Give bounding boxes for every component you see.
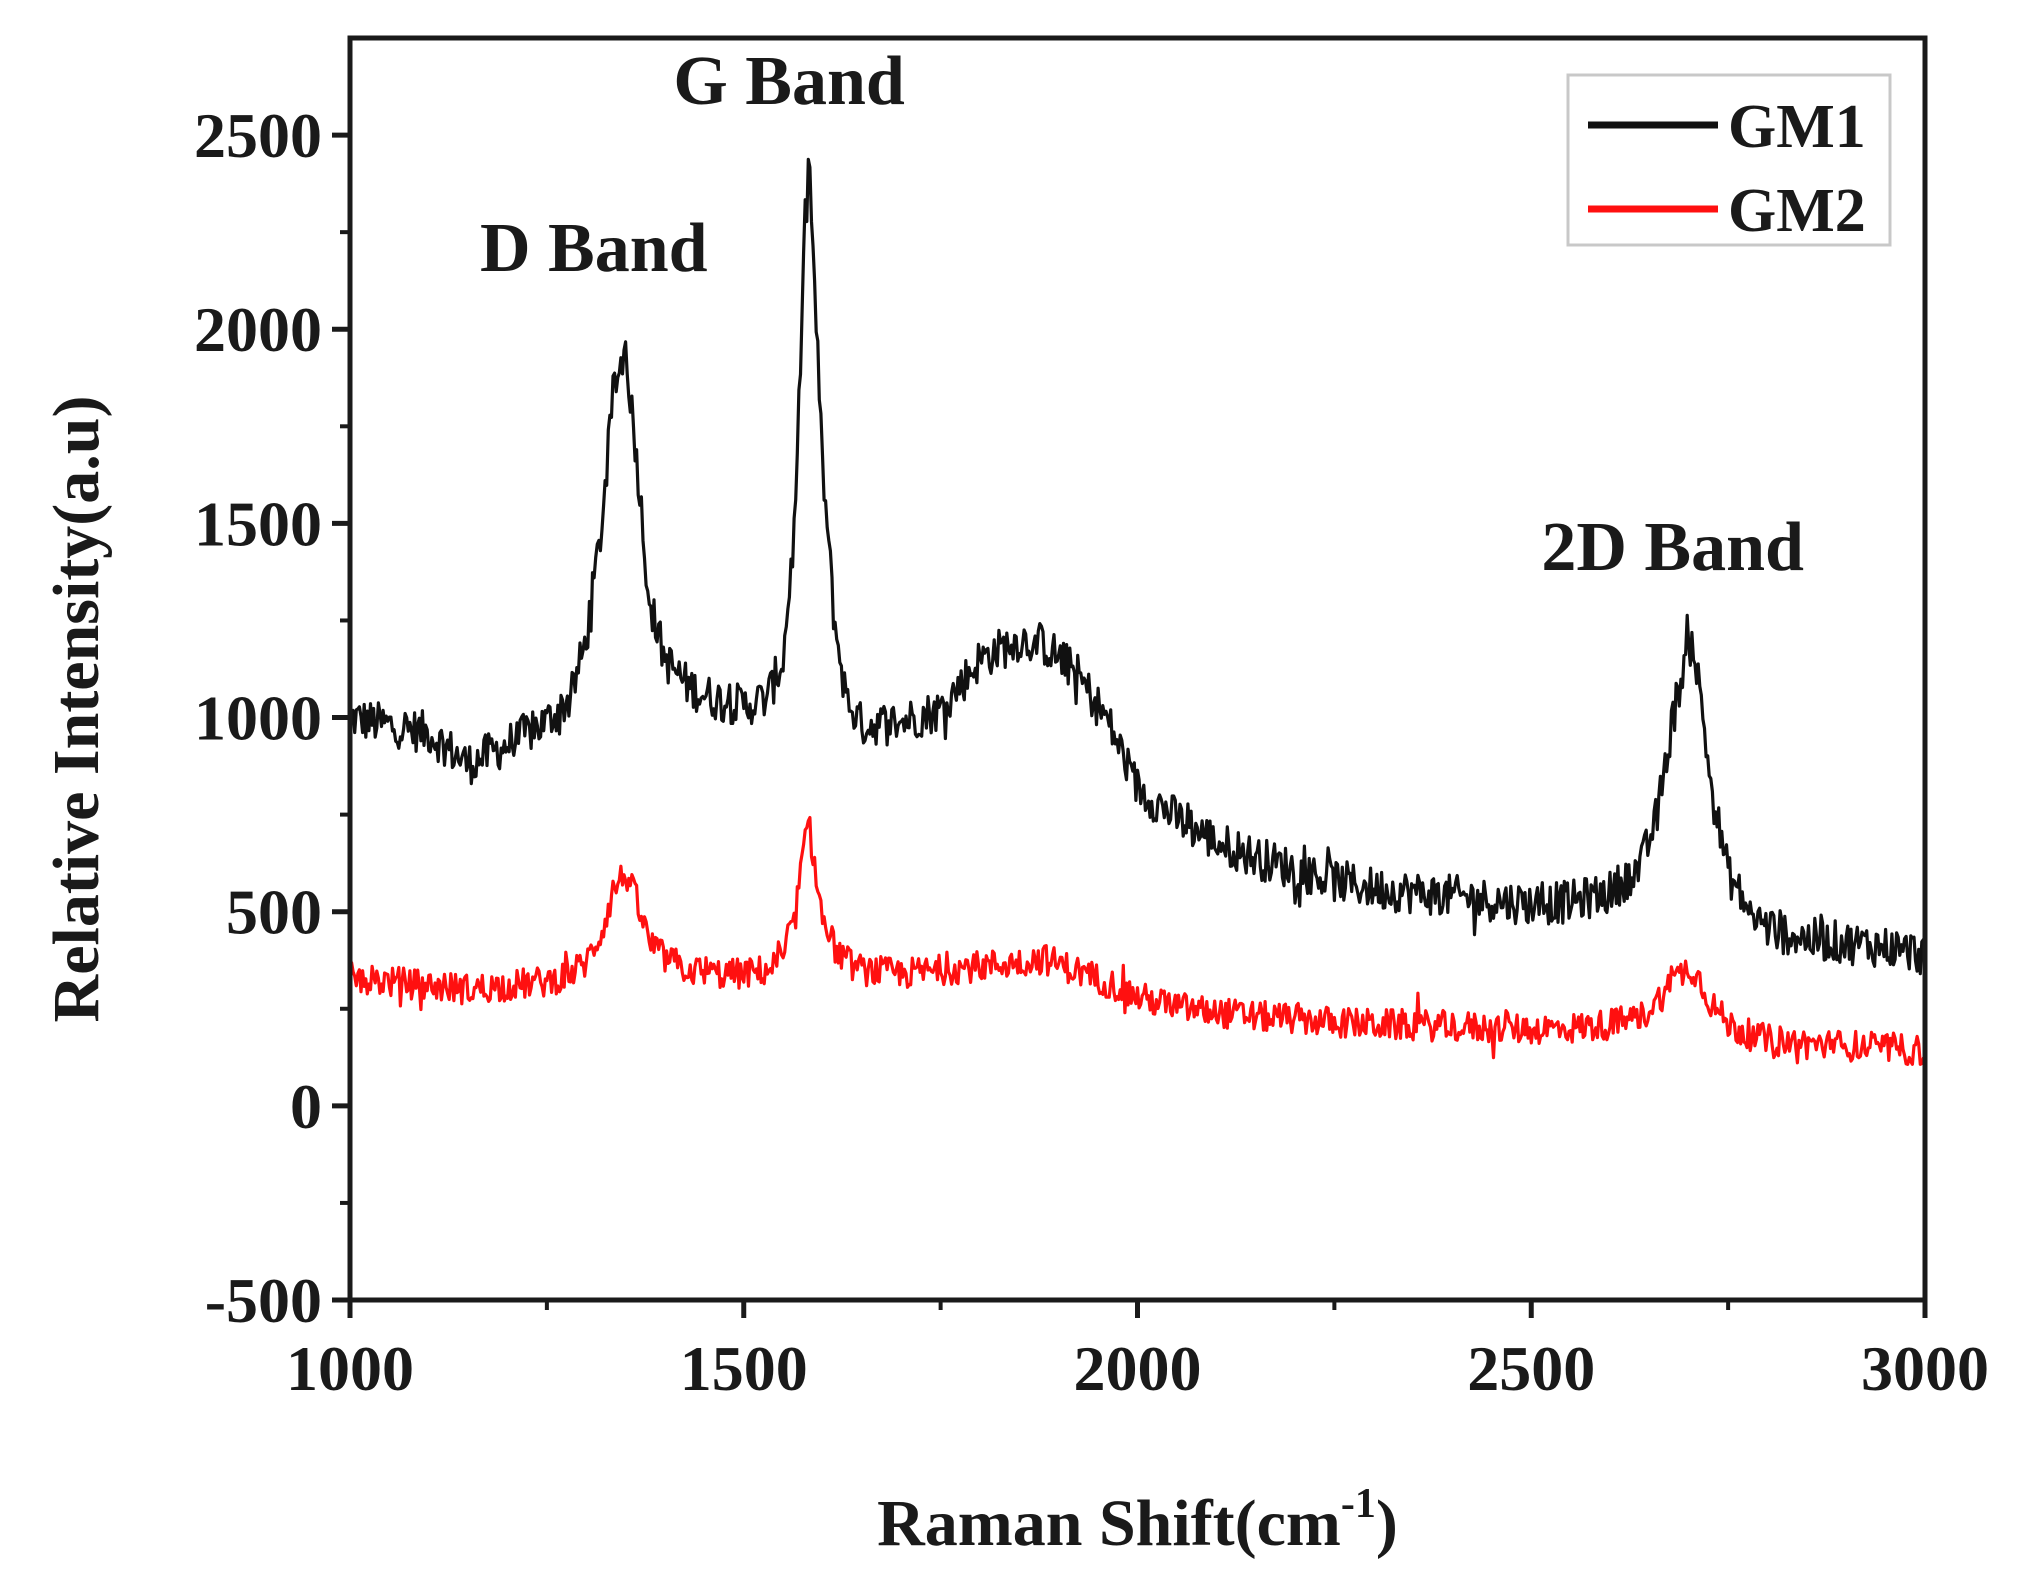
x-tick-label: 2500 (1467, 1333, 1595, 1404)
band-label: G Band (673, 43, 905, 120)
y-tick-label: 1000 (194, 683, 322, 754)
band-label: D Band (480, 210, 708, 287)
y-tick-label: 2500 (194, 100, 322, 171)
x-tick-label: 1500 (680, 1333, 808, 1404)
legend-box (1566, 73, 1892, 247)
legend-label-gm2: GM2 (1728, 177, 1866, 245)
series-line-gm1 (348, 157, 1927, 976)
x-axis-title-close: ) (1376, 1487, 1398, 1560)
y-tick-label: 2000 (194, 294, 322, 365)
x-axis-title-superscript: -1 (1341, 1481, 1376, 1527)
series-line-gm2 (348, 816, 1926, 1066)
x-tick-label: 3000 (1861, 1333, 1989, 1404)
x-tick-label: 2000 (1074, 1333, 1202, 1404)
series-layer (348, 157, 1927, 1066)
y-tick-label: 0 (290, 1071, 322, 1142)
band-annotations: D Band G Band 2D Band (480, 43, 1804, 586)
y-axis: -500 0 500 1000 1500 2000 2500 (194, 100, 350, 1336)
x-tick-label: 1000 (286, 1333, 414, 1404)
y-tick-label: -500 (205, 1265, 322, 1336)
x-axis-title: Raman Shift(cm-1) (877, 1481, 1398, 1560)
x-axis: 1000 1500 2000 2500 3000 (286, 1300, 1989, 1404)
y-tick-label: 1500 (194, 488, 322, 559)
y-axis-title: Relative Intensity(a.u) (40, 396, 113, 1023)
legend-label-gm1: GM1 (1728, 93, 1866, 161)
x-axis-title-main: Raman Shift(cm (877, 1487, 1341, 1560)
y-tick-label: 500 (226, 877, 322, 948)
band-label: 2D Band (1541, 509, 1804, 586)
